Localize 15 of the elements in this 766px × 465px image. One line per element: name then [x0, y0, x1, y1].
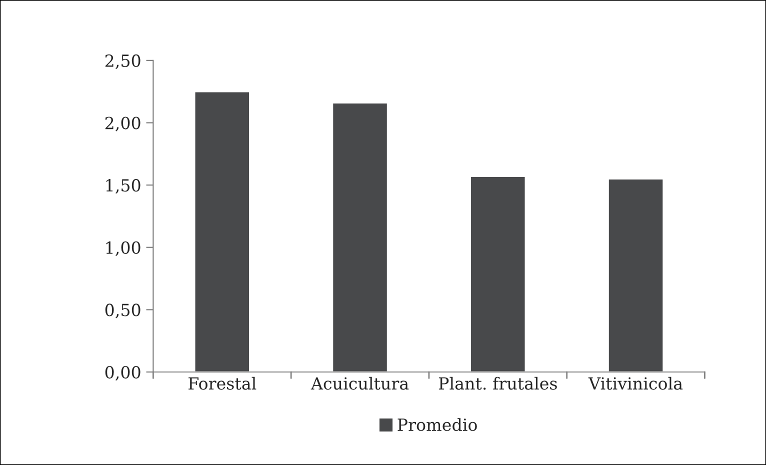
x-tick-label: Acuicultura — [310, 376, 409, 390]
y-tick-label: 0,00 — [105, 366, 140, 381]
y-tick-label: 0,50 — [105, 304, 140, 318]
bar — [332, 102, 388, 372]
bar — [194, 90, 250, 372]
y-tick-label: 2,50 — [105, 54, 140, 70]
y-tick-label: 1,00 — [106, 241, 140, 256]
y-tick-label: 1,50 — [106, 179, 140, 194]
x-tick-label: Vitivinicola — [588, 376, 683, 390]
y-tick-label: 2,00 — [105, 116, 140, 132]
x-tick-label: Forestal — [188, 376, 256, 390]
bar — [608, 178, 664, 372]
x-tick-label: Plant. frutales — [438, 376, 557, 390]
legend-label: Promedio — [398, 418, 477, 432]
bar — [470, 176, 526, 372]
